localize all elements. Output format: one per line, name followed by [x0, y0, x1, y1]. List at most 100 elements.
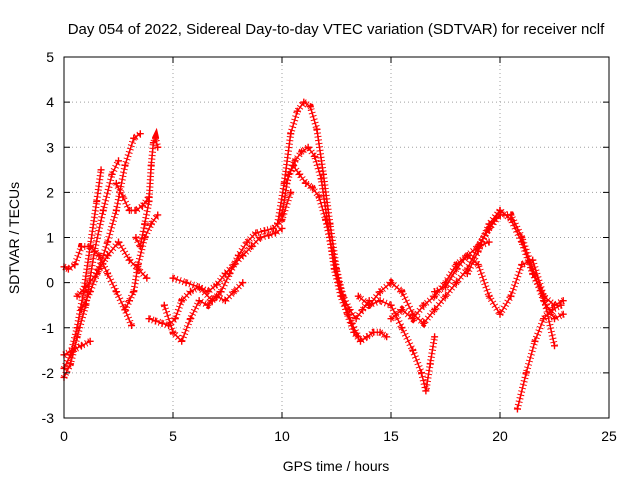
data-point: [112, 288, 120, 296]
y-tick-label: 4: [46, 94, 54, 110]
data-point: [370, 328, 378, 336]
data-point: [71, 261, 79, 269]
data-point: [169, 328, 177, 336]
data-point: [291, 157, 299, 165]
data-point: [204, 301, 212, 309]
data-point: [182, 279, 190, 287]
data-point: [551, 315, 558, 323]
data-point: [409, 315, 417, 323]
series-satellite-track-17: [365, 206, 504, 329]
data-point: [160, 301, 168, 309]
data-point: [474, 261, 482, 269]
data-point: [115, 238, 122, 246]
x-tick-label: 0: [60, 428, 68, 444]
data-point: [548, 306, 556, 314]
data-point: [104, 252, 112, 260]
data-point: [365, 301, 373, 309]
data-point: [518, 234, 526, 241]
data-point: [306, 103, 314, 111]
data-point: [304, 143, 312, 151]
series-satellite-track-12: [169, 188, 295, 306]
data-point: [426, 360, 434, 368]
data-point: [136, 130, 144, 138]
data-point: [132, 206, 140, 214]
data-point: [86, 337, 94, 345]
y-tick-label: -2: [42, 365, 55, 381]
data-point: [73, 324, 81, 332]
data-point: [208, 297, 216, 305]
data-point: [147, 220, 155, 228]
data-point: [256, 234, 264, 241]
series-marker-texture: [78, 130, 143, 312]
data-point: [115, 157, 122, 165]
data-point: [463, 270, 471, 278]
data-point: [226, 270, 234, 278]
data-point: [147, 161, 155, 169]
data-point: [302, 179, 310, 187]
data-point: [298, 148, 306, 156]
data-point: [134, 261, 142, 269]
data-point: [73, 292, 81, 300]
series-marker-texture: [60, 159, 122, 379]
x-tick-label: 15: [383, 428, 399, 444]
data-point: [317, 175, 325, 183]
series-trace: [135, 137, 159, 248]
x-tick-label: 5: [169, 428, 177, 444]
data-point: [195, 297, 203, 305]
data-point: [261, 227, 269, 235]
data-point: [77, 243, 85, 251]
data-point: [125, 297, 133, 305]
y-tick-label: 0: [46, 275, 54, 291]
series-satellite-track-13: [274, 97, 373, 325]
data-point: [496, 310, 504, 318]
data-point: [559, 310, 567, 318]
series-trace: [433, 254, 556, 347]
y-tick-label: 2: [46, 184, 54, 200]
data-point: [77, 342, 85, 350]
data-point: [418, 369, 426, 377]
x-tick-label: 25: [601, 428, 617, 444]
data-point: [287, 188, 295, 196]
series-marker-texture: [356, 293, 439, 392]
series-marker-texture: [132, 127, 162, 258]
data-point: [431, 288, 439, 296]
x-tick-label: 20: [492, 428, 508, 444]
data-point: [169, 274, 177, 282]
data-point: [335, 279, 343, 287]
data-point: [559, 297, 567, 305]
series-trace: [148, 227, 283, 327]
series-trace: [516, 304, 562, 410]
data-point: [239, 279, 247, 287]
data-point: [104, 238, 112, 246]
series-marker-texture: [388, 238, 491, 324]
data-point: [108, 170, 116, 178]
series-trace: [172, 191, 292, 302]
data-point: [293, 107, 301, 115]
data-point: [152, 317, 160, 325]
data-point: [531, 337, 539, 345]
data-point: [186, 288, 194, 296]
data-point: [145, 315, 153, 323]
series-satellite-track-16: [354, 292, 439, 395]
series-satellite-track-21: [474, 211, 567, 324]
data-point: [341, 301, 349, 309]
data-point: [376, 297, 384, 305]
data-point: [540, 315, 548, 323]
data-point: [145, 197, 153, 205]
data-point: [69, 346, 77, 354]
data-point: [354, 333, 362, 341]
data-point: [309, 184, 317, 192]
data-point: [278, 211, 286, 219]
data-point: [119, 193, 127, 201]
data-point: [128, 321, 136, 329]
data-point: [289, 161, 297, 169]
y-tick-label: -3: [42, 410, 55, 426]
data-point: [234, 252, 242, 260]
series-satellite-track-6: [77, 130, 144, 314]
y-tick-label: 5: [46, 49, 54, 65]
data-point: [383, 333, 391, 341]
data-point: [221, 297, 229, 305]
data-point: [518, 261, 526, 269]
data-point: [112, 206, 120, 214]
y-tick-label: 3: [46, 139, 54, 155]
